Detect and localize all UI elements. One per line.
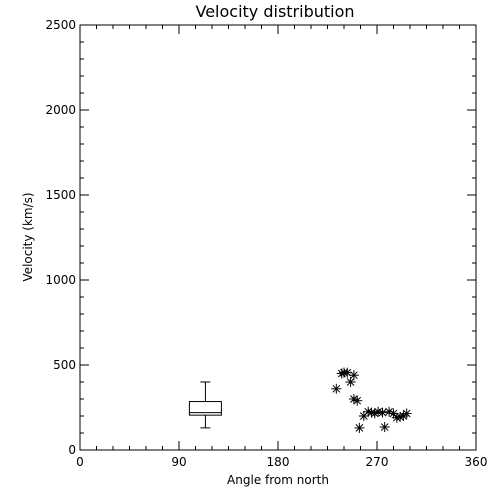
- y-axis-ticks: 0 500 1000 1500 2000 2500: [45, 18, 476, 457]
- data-point-stroke: [402, 409, 411, 418]
- x-tick-label: 270: [366, 455, 389, 469]
- data-point-stroke: [367, 408, 376, 417]
- data-point-stroke: [350, 371, 358, 380]
- x-axis-label: Angle from north: [227, 473, 329, 487]
- data-point: [379, 422, 390, 433]
- y-tick-label: 1500: [45, 188, 76, 202]
- x-tick-label: 360: [465, 455, 488, 469]
- data-point: [352, 395, 363, 406]
- data-point: [384, 406, 395, 417]
- y-tick-label: 2500: [45, 18, 76, 32]
- data-point-stroke: [364, 407, 373, 416]
- data-point: [401, 408, 412, 419]
- data-point: [388, 408, 399, 419]
- plot-frame: [79, 24, 477, 451]
- x-tick-label: 90: [171, 455, 186, 469]
- data-point-stroke: [350, 395, 358, 403]
- data-point: [331, 383, 342, 394]
- boxplot-box: [188, 401, 222, 416]
- x-tick-label: 180: [267, 455, 290, 469]
- x-axis-ticks: 0 90 180 270 360: [76, 25, 487, 469]
- data-point: [377, 407, 388, 418]
- data-point-stroke: [355, 424, 364, 432]
- y-tick-label: 2000: [45, 103, 76, 117]
- data-point-stroke: [380, 423, 389, 431]
- velocity-boxplot: [188, 381, 222, 429]
- data-point-stroke: [332, 384, 341, 393]
- data-point-stroke: [389, 409, 398, 418]
- chart-title: Velocity distribution: [195, 2, 354, 21]
- data-point-stroke: [346, 378, 355, 386]
- y-tick-label: 500: [53, 358, 76, 372]
- y-axis-label: Velocity (km/s): [21, 192, 35, 281]
- x-tick-label: 0: [76, 455, 84, 469]
- data-point-stroke: [385, 407, 393, 416]
- data-point-stroke: [378, 408, 387, 417]
- data-point-stroke: [353, 396, 362, 405]
- scatter-points: [331, 367, 412, 433]
- data-point: [354, 422, 365, 433]
- data-point: [348, 370, 359, 381]
- data-point-stroke: [343, 368, 352, 377]
- data-point-stroke: [374, 407, 382, 416]
- y-tick-label: 0: [68, 443, 76, 457]
- y-tick-label: 1000: [45, 273, 76, 287]
